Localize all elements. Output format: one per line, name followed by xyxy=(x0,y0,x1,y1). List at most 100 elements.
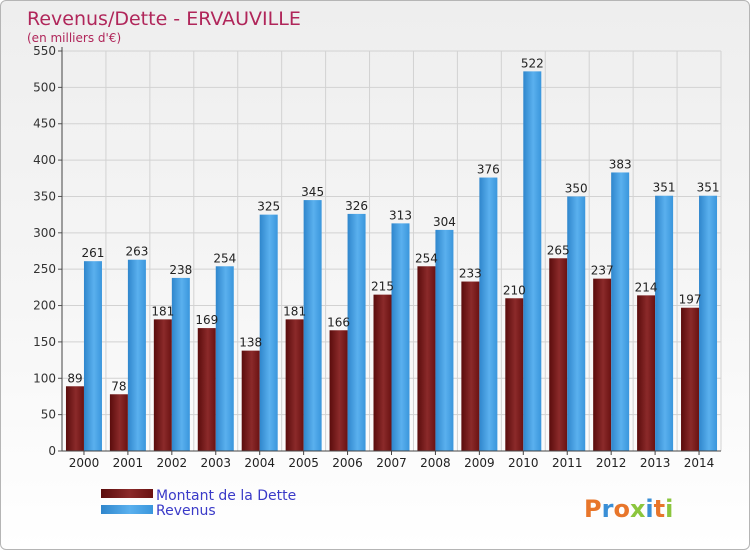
bar-revenus xyxy=(435,229,454,451)
bar-revenus xyxy=(567,196,586,451)
x-tick-label: 2006 xyxy=(332,456,363,470)
logo-text: Proxiti xyxy=(584,495,673,523)
bar-debt xyxy=(417,266,436,451)
bar-debt xyxy=(65,386,84,451)
y-tick-label: 550 xyxy=(33,44,56,58)
bar-revenus xyxy=(655,195,674,451)
data-label-debt: 215 xyxy=(371,280,394,294)
y-tick-label: 250 xyxy=(33,262,56,276)
x-tick-label: 2005 xyxy=(288,456,319,470)
data-label-debt: 78 xyxy=(111,379,126,393)
y-tick-label: 450 xyxy=(33,117,56,131)
data-label-debt: 210 xyxy=(503,283,526,297)
x-tick-label: 2009 xyxy=(464,456,495,470)
y-tick-label: 200 xyxy=(33,299,56,313)
bar-revenus xyxy=(699,195,718,451)
x-tick-label: 2001 xyxy=(113,456,144,470)
data-label-debt: 181 xyxy=(283,304,306,318)
bar-debt xyxy=(373,294,392,451)
bar-revenus xyxy=(171,277,190,451)
bar-debt xyxy=(197,328,216,451)
data-label-debt: 197 xyxy=(679,293,702,307)
data-label-debt: 89 xyxy=(67,371,82,385)
bar-revenus xyxy=(259,214,278,451)
data-label-revenus: 325 xyxy=(257,200,280,214)
data-label-debt: 214 xyxy=(635,280,658,294)
data-label-revenus: 326 xyxy=(345,199,368,213)
bar-revenus xyxy=(347,213,366,451)
legend-label-revenus: Revenus xyxy=(156,503,216,519)
bar-revenus xyxy=(479,177,498,451)
bars xyxy=(65,71,718,452)
data-label-revenus: 254 xyxy=(213,251,236,265)
data-label-debt: 181 xyxy=(151,304,174,318)
y-tick-label: 400 xyxy=(33,153,56,167)
axes: 0 50 100 150 200 250 300 350 400 450 500 550 2000 200… xyxy=(33,44,721,470)
x-tick-label: 2002 xyxy=(157,456,188,470)
y-tick-label: 500 xyxy=(33,80,56,94)
x-tick-label: 2008 xyxy=(420,456,451,470)
x-tick-label: 2010 xyxy=(508,456,539,470)
bar-revenus xyxy=(611,172,630,452)
bar-revenus xyxy=(83,261,102,451)
y-tick-label: 150 xyxy=(33,335,56,349)
bar-debt xyxy=(153,319,172,451)
x-tick-label: 2011 xyxy=(552,456,583,470)
chart-title: Revenus/Dette - ERVAUVILLE xyxy=(27,8,301,30)
x-tick-label: 2013 xyxy=(640,456,671,470)
data-label-revenus: 350 xyxy=(565,181,588,195)
y-tick-label: 0 xyxy=(48,444,56,458)
data-label-revenus: 313 xyxy=(389,208,412,222)
bar-revenus xyxy=(523,71,542,451)
data-label-debt: 169 xyxy=(195,313,218,327)
bar-debt xyxy=(329,330,348,451)
bar-debt xyxy=(241,350,260,451)
bar-revenus xyxy=(303,200,322,451)
data-label-debt: 138 xyxy=(239,336,262,350)
x-tick-label: 2014 xyxy=(684,456,715,470)
data-label-revenus: 522 xyxy=(521,56,544,70)
x-tick-label: 2000 xyxy=(69,456,100,470)
bar-revenus xyxy=(391,223,410,451)
data-labels: 89 261 78 263 181 238 169 254 138 325 181 345 166 326… xyxy=(67,56,719,393)
data-label-revenus: 351 xyxy=(653,181,676,195)
data-label-revenus: 304 xyxy=(433,215,456,229)
data-label-revenus: 351 xyxy=(697,181,720,195)
x-tick-label: 2004 xyxy=(244,456,275,470)
y-tick-label: 50 xyxy=(41,408,56,422)
legend: Montant de la Dette Revenus xyxy=(101,488,296,519)
bar-debt xyxy=(505,298,524,451)
x-tick-label: 2012 xyxy=(596,456,627,470)
legend-swatch-debt xyxy=(101,489,153,498)
data-label-revenus: 261 xyxy=(82,246,105,260)
bar-debt xyxy=(109,394,128,451)
x-tick-label: 2007 xyxy=(376,456,407,470)
data-label-revenus: 263 xyxy=(125,245,148,259)
y-tick-label: 350 xyxy=(33,189,56,203)
data-label-revenus: 238 xyxy=(169,263,192,277)
bar-revenus xyxy=(215,266,234,451)
bar-revenus xyxy=(127,259,146,451)
data-label-debt: 265 xyxy=(547,243,570,257)
bar-debt xyxy=(593,278,612,451)
data-label-revenus: 376 xyxy=(477,163,500,177)
y-tick-label: 100 xyxy=(33,371,56,385)
data-label-debt: 254 xyxy=(415,251,438,265)
chart-subtitle: (en milliers d'€) xyxy=(27,31,121,45)
bar-debt xyxy=(681,307,700,451)
legend-swatch-revenus xyxy=(101,505,153,514)
data-label-revenus: 383 xyxy=(609,157,632,171)
legend-label-debt: Montant de la Dette xyxy=(156,488,296,504)
data-label-revenus: 345 xyxy=(301,185,324,199)
data-label-debt: 233 xyxy=(459,267,482,281)
bar-debt xyxy=(549,258,568,451)
y-tick-label: 300 xyxy=(33,226,56,240)
bar-debt xyxy=(461,281,480,451)
data-label-debt: 166 xyxy=(327,315,350,329)
bar-debt xyxy=(285,319,304,451)
proxiti-logo: Proxiti xyxy=(584,495,673,523)
bar-debt xyxy=(637,295,656,451)
x-tick-label: 2003 xyxy=(200,456,231,470)
